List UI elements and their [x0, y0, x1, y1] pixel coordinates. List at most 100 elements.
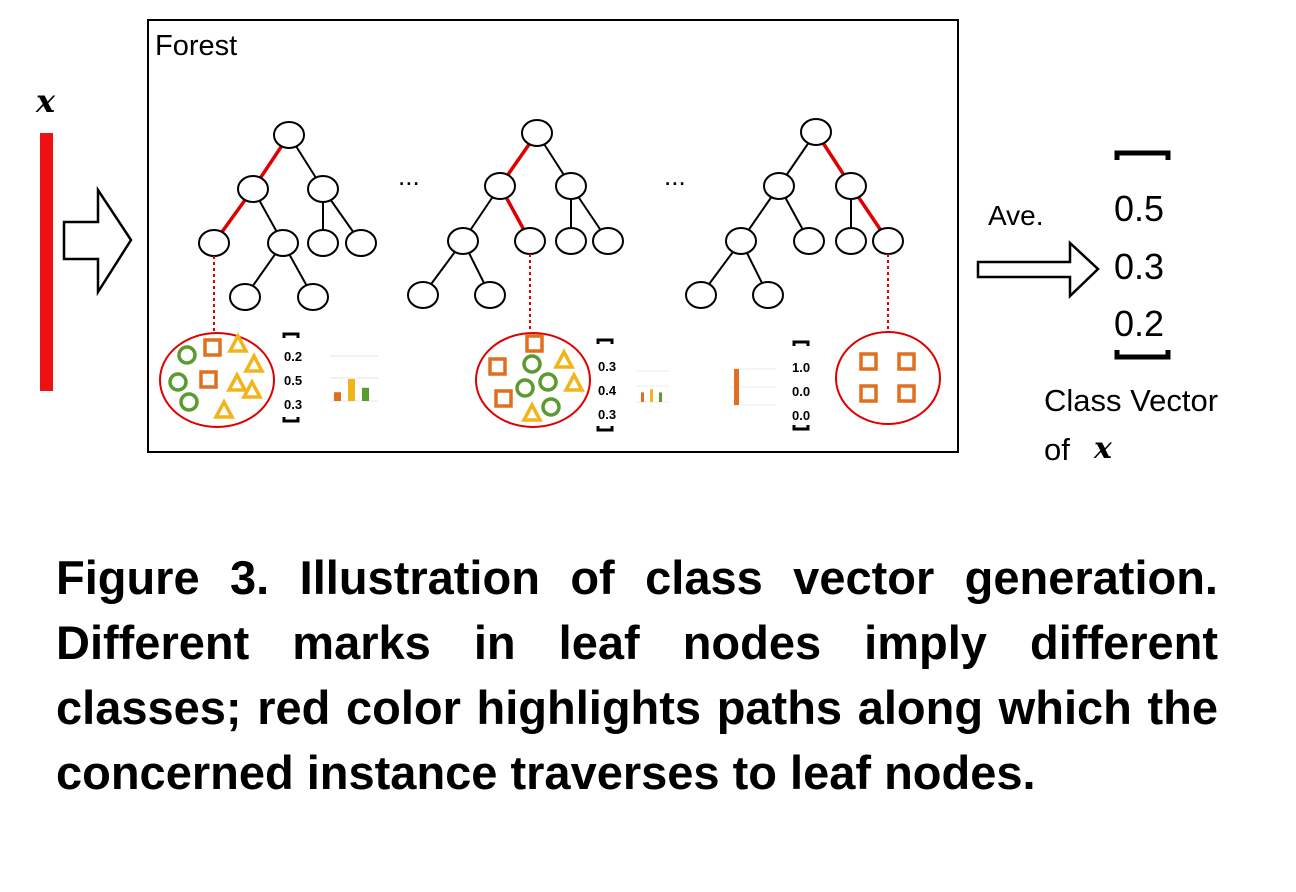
average-arrow-icon	[976, 240, 1100, 299]
tree-1-node	[307, 229, 339, 257]
class-square-mark	[897, 352, 916, 371]
class-vector-diagram: x Forest ... ...	[35, 19, 1218, 467]
vector-bracket-bottom	[596, 426, 614, 432]
class-square-mark	[494, 389, 513, 408]
class-circle-mark	[515, 378, 535, 398]
tree-2-node	[474, 281, 506, 309]
class-square-mark	[525, 334, 544, 353]
tree-2-node	[514, 227, 546, 255]
class-square-mark	[488, 357, 507, 376]
class-triangle-mark	[226, 371, 248, 392]
tree-2-node	[555, 227, 587, 255]
tree-1-distribution: 0.2 0.5 0.3	[282, 332, 378, 423]
class-triangle-mark	[563, 371, 585, 392]
class-square-mark	[203, 338, 222, 357]
class-square-mark	[859, 352, 878, 371]
average-label: Ave.	[988, 200, 1044, 231]
class-circle-mark	[538, 372, 558, 392]
class-vector-caption-of: of	[1044, 432, 1070, 467]
forest-frame	[147, 19, 959, 453]
tree-1-node	[307, 175, 339, 203]
tree-3-node	[752, 281, 784, 309]
class-vector-value-3: 0.2	[1114, 303, 1164, 344]
tree-2-node	[484, 172, 516, 200]
tree-3-node	[835, 227, 867, 255]
class-vector-bracket-bottom	[1114, 350, 1171, 360]
tree-3-leaf-node	[835, 331, 941, 425]
tree-1-node	[198, 229, 230, 257]
tree-2-prob-2: 0.4	[598, 383, 617, 398]
tree-2-histogram	[641, 389, 662, 402]
tree-2-hist-bar-1	[641, 392, 644, 402]
figure-caption: Figure 3. Illustration of class vector g…	[56, 551, 1218, 799]
tree-2-hist-bar-2	[650, 389, 653, 402]
tree-1-leaf-marks	[168, 332, 265, 419]
tree-3-node	[763, 172, 795, 200]
tree-3-hist-bar-1	[734, 369, 739, 405]
tree-2-prob-1: 0.3	[598, 359, 616, 374]
class-circle-mark	[179, 392, 199, 412]
tree-1-prob-1: 0.2	[284, 349, 302, 364]
class-vector-bracket-top	[1114, 150, 1171, 160]
tree-2	[407, 119, 624, 309]
class-vector-caption-var: x	[1093, 431, 1113, 466]
vector-bracket-bottom	[792, 425, 810, 431]
class-circle-mark	[522, 354, 542, 374]
input-label: x	[35, 82, 56, 120]
tree-3-distribution: 1.0 0.0 0.0	[731, 340, 810, 431]
class-square-mark	[897, 384, 916, 403]
class-circle-mark	[177, 345, 197, 365]
tree-2-node	[521, 119, 553, 147]
tree-1-node	[297, 283, 329, 311]
class-triangle-mark	[241, 378, 263, 399]
tree-3-prob-2: 0.0	[792, 384, 810, 399]
tree-2-leaf-marks	[488, 334, 585, 422]
class-triangle-mark	[213, 398, 235, 419]
tree-2-prob-3: 0.3	[598, 407, 616, 422]
tree-1	[198, 121, 377, 311]
tree-1-hist-bar-3	[362, 387, 369, 401]
vector-bracket-bottom	[282, 417, 300, 423]
tree-1-node	[267, 229, 299, 257]
ellipsis-2: ...	[664, 161, 686, 191]
tree-3-node	[725, 227, 757, 255]
tree-3-prob-1: 1.0	[792, 360, 810, 375]
tree-3-node	[685, 281, 717, 309]
tree-2-distribution: 0.3 0.4 0.3	[596, 338, 670, 432]
tree-3-node	[835, 172, 867, 200]
class-triangle-mark	[243, 352, 265, 373]
class-square-mark	[859, 384, 878, 403]
tree-1-node	[229, 283, 261, 311]
vector-bracket-top	[792, 340, 810, 346]
class-circle-mark	[541, 397, 561, 417]
tree-2-node	[447, 227, 479, 255]
tree-2-node	[555, 172, 587, 200]
class-triangle-mark	[521, 401, 543, 422]
class-vector-value-1: 0.5	[1114, 188, 1164, 229]
tree-3-node	[793, 227, 825, 255]
tree-1-prob-2: 0.5	[284, 373, 302, 388]
tree-1-hist-bar-1	[334, 392, 341, 401]
tree-3-histogram	[734, 369, 739, 405]
class-vector-value-2: 0.3	[1114, 246, 1164, 287]
tree-1-hist-bar-2	[348, 379, 355, 401]
class-circle-mark	[168, 372, 188, 392]
tree-1-node	[237, 175, 269, 203]
tree-2-hist-bar-3	[659, 392, 662, 402]
tree-2-node	[592, 227, 624, 255]
vector-bracket-top	[596, 338, 614, 344]
input-vector-bar	[40, 133, 53, 391]
tree-3-prob-3: 0.0	[792, 408, 810, 423]
tree-1-node	[273, 121, 305, 149]
tree-2-node	[407, 281, 439, 309]
class-square-mark	[199, 370, 218, 389]
tree-1-histogram	[334, 379, 369, 401]
class-triangle-mark	[227, 332, 249, 353]
ellipsis-1: ...	[398, 161, 420, 191]
tree-1-prob-3: 0.3	[284, 397, 302, 412]
tree-3-node	[800, 118, 832, 146]
class-triangle-mark	[553, 348, 575, 369]
class-vector-caption-line1: Class Vector	[1044, 383, 1218, 418]
tree-3-leaf-marks	[859, 352, 916, 403]
tree-3-node	[872, 227, 904, 255]
